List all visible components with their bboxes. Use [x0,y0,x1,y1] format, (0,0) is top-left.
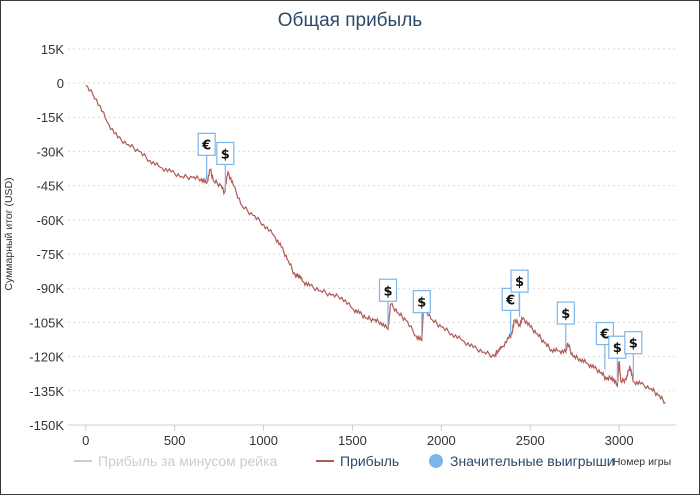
y-tick-label: -105K [29,315,64,330]
y-tick-label: -135K [29,384,64,399]
flag-label: $ [221,147,230,162]
legend-circle-icon [429,454,443,468]
y-tick-label: 0 [57,76,64,91]
legend-label: Прибыль [340,453,399,469]
series-line-1 [85,84,666,405]
significant-win-flag[interactable]: $ [216,141,235,190]
significant-win-flag[interactable]: $ [556,301,575,350]
y-axis-label: Суммарный итог (USD) [3,177,15,290]
x-tick-label: 1500 [338,433,367,448]
flag-label: € [599,328,609,343]
y-tick-label: -60K [37,213,65,228]
x-tick-label: 500 [164,433,186,448]
y-tick-label: -75K [37,247,65,262]
flag-label: $ [417,296,426,311]
significant-win-flag[interactable]: $ [510,269,529,318]
flag-box [556,301,575,325]
flag-label: $ [561,307,570,322]
flag-box [412,290,431,314]
x-tick-label: 2500 [516,433,545,448]
legend-item-net-profit[interactable]: Прибыль за минусом рейка [74,453,278,469]
legend-label: Значительные выигрыши [450,453,615,469]
flag-box [624,331,643,355]
chart-title: Общая прибыль [278,10,423,31]
y-tick-label: -120K [29,350,64,365]
legend-item-profit[interactable]: Прибыль [316,453,399,469]
x-tick-label: 1000 [249,433,278,448]
legend-label: Прибыль за минусом рейка [98,453,278,469]
significant-win-flag[interactable]: $ [412,290,431,338]
y-tick-label: 15K [41,42,64,57]
flag-label: € [505,293,515,308]
y-tick-label: -45K [37,179,65,194]
x-tick-label: 3000 [605,433,634,448]
x-tick-label: 0 [82,433,89,448]
flag-label: € [201,138,211,153]
flag-label: $ [613,341,622,356]
y-tick-label: -30K [37,144,65,159]
x-tick-label: 2000 [427,433,456,448]
y-tick-label: -15K [37,110,65,125]
legend-item-significant-wins[interactable]: Значительные выигрыши [429,453,615,469]
flag-box [197,132,216,156]
flag-label: $ [629,337,638,352]
flag-box [378,278,398,302]
flag-label: $ [383,284,392,299]
flag-box [216,141,235,166]
y-tick-label: -90K [37,281,65,296]
y-tick-label: -150K [29,418,64,433]
significant-win-flag[interactable]: $ [608,335,627,384]
flag-label: $ [515,275,524,290]
x-axis-label: Номер игры [613,456,671,468]
significant-win-flag[interactable]: $ [378,278,398,327]
significant-win-flag[interactable]: € [197,132,216,181]
flag-box [510,269,529,293]
significant-win-flag[interactable]: € [501,287,520,336]
significant-win-flag[interactable]: $ [624,331,643,379]
